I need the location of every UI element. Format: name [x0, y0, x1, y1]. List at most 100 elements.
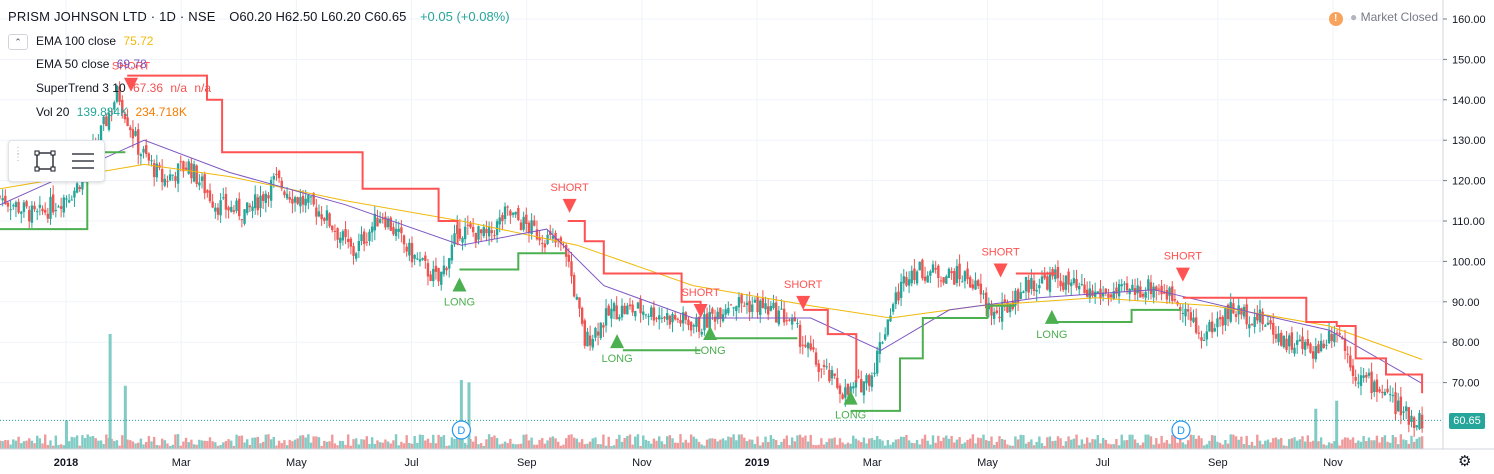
volume-bar	[75, 435, 79, 449]
volume-bar	[54, 435, 58, 449]
ema50-line	[0, 139, 1423, 384]
candle-body	[1359, 375, 1363, 386]
volume-bar	[264, 434, 268, 449]
volume-bar	[735, 440, 738, 449]
candle-body	[339, 237, 342, 243]
y-tick-label: 160.00	[1452, 14, 1486, 26]
symbol-title[interactable]: PRISM JOHNSON LTD · 1D · NSE	[8, 9, 216, 24]
volume-bar	[1194, 438, 1198, 449]
rectangle-tool-icon[interactable]	[31, 147, 59, 175]
candle-body	[347, 238, 350, 243]
candle-body	[873, 372, 876, 375]
volume-bar	[323, 440, 326, 449]
candle-body	[658, 315, 661, 320]
volume-bar	[139, 438, 143, 449]
volume-bar	[780, 441, 783, 449]
volume-bar	[349, 445, 353, 449]
candle-body	[618, 316, 621, 320]
candle-body	[1205, 331, 1209, 340]
legend-ema100[interactable]: EMA 100 close 75.72	[36, 34, 153, 48]
candle-body	[134, 131, 137, 136]
candle-body	[902, 276, 905, 284]
y-tick-label: 120.00	[1452, 176, 1486, 188]
volume-bar	[642, 435, 645, 449]
candle-body	[530, 220, 533, 235]
candle-body	[881, 342, 884, 344]
candle-body	[272, 175, 275, 180]
volume-bar	[261, 441, 265, 449]
candle-body	[748, 300, 751, 313]
volume-bar	[1365, 441, 1368, 449]
volume-bar	[129, 440, 132, 449]
volume-bar	[1133, 439, 1137, 449]
volume-bar	[317, 437, 321, 449]
volume-bar	[841, 442, 844, 449]
volume-bar	[216, 445, 220, 449]
candle-body	[4, 195, 7, 205]
candle-body	[1024, 276, 1028, 292]
volume-bar	[849, 443, 852, 449]
candle-body	[1415, 425, 1418, 428]
volume-bar	[301, 435, 305, 449]
candle-body	[1157, 288, 1161, 290]
candle-body	[1250, 324, 1254, 326]
candle-body	[362, 231, 366, 245]
market-status[interactable]: ! ● Market Closed	[1328, 10, 1438, 26]
drag-handle-icon[interactable]: ⋮ ⋮	[13, 146, 23, 163]
collapse-legend-button[interactable]: ⌃	[8, 34, 28, 50]
candle-body	[1402, 411, 1405, 413]
volume-bar	[240, 435, 244, 449]
long-label: LONG	[835, 410, 866, 422]
candle-body	[517, 207, 520, 221]
volume-bar	[833, 437, 836, 449]
volume-bar	[636, 434, 640, 449]
candle-body	[846, 383, 850, 395]
volume-bar	[679, 434, 682, 449]
candle-body	[1136, 285, 1139, 294]
volume-bar	[1261, 444, 1264, 449]
candle-body	[1226, 304, 1230, 320]
candle-body	[474, 232, 478, 243]
candle-body	[107, 113, 111, 130]
candle-body	[1101, 292, 1105, 297]
volume-bar	[174, 434, 177, 449]
candle-body	[458, 228, 462, 239]
short-arrow-icon	[993, 263, 1008, 278]
candle-body	[899, 281, 903, 298]
warning-icon: !	[1328, 12, 1343, 26]
candle-body	[248, 205, 252, 208]
volume-bar	[549, 437, 552, 449]
volume-bar	[416, 442, 419, 449]
candle-body	[580, 307, 584, 324]
candle-body	[604, 308, 608, 326]
candle-body	[357, 241, 361, 252]
volume-bar	[1327, 442, 1331, 449]
candle-body	[1168, 287, 1171, 296]
candle-body	[679, 319, 682, 324]
volume-bar	[1407, 443, 1411, 449]
candle-body	[1027, 279, 1030, 293]
volume-bar	[767, 441, 770, 449]
candle-body	[51, 194, 55, 213]
legend-supertrend[interactable]: SuperTrend 3 10 67.36 n/a n/a	[36, 81, 211, 95]
candle-body	[30, 205, 34, 223]
candle-body	[299, 197, 302, 207]
legend-ema50[interactable]: EMA 50 close 69.78	[36, 57, 147, 71]
volume-bar	[628, 434, 632, 449]
candle-body	[78, 186, 81, 190]
candle-body	[865, 375, 868, 384]
gear-icon[interactable]: ⚙	[1458, 453, 1472, 470]
lines-tool-icon[interactable]	[69, 147, 97, 175]
candle-body	[493, 235, 496, 237]
volume-bar	[998, 436, 1001, 449]
volume-bar	[663, 444, 666, 449]
candle-body	[769, 305, 773, 311]
legend-volume[interactable]: Vol 20 139.884K 234.718K	[36, 105, 187, 119]
candle-body	[514, 211, 517, 215]
volume-bar	[586, 443, 589, 449]
volume-bar	[94, 438, 97, 449]
volume-bar	[1155, 438, 1158, 449]
volume-bar	[915, 439, 919, 449]
volume-bar	[1282, 445, 1286, 449]
